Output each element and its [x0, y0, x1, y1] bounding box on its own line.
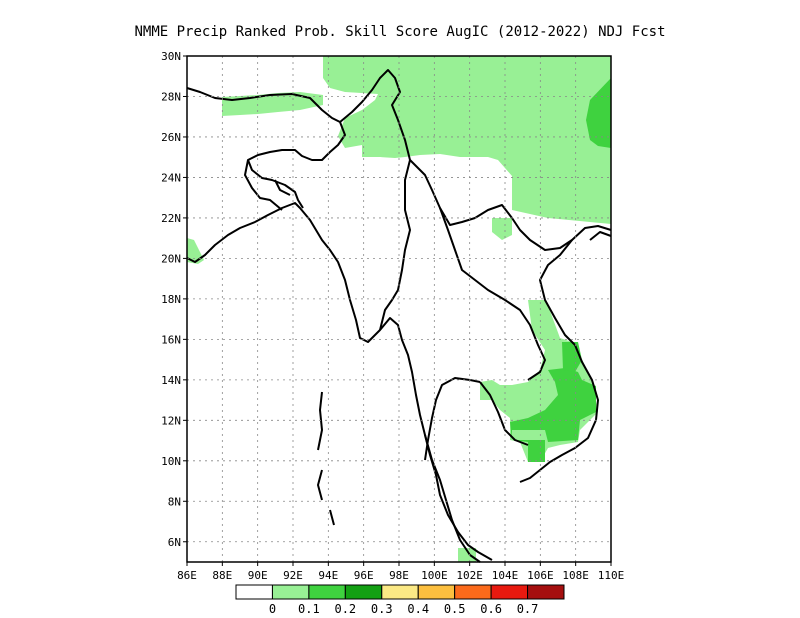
lat-tick-label: 20N	[161, 252, 181, 265]
lat-tick-label: 16N	[161, 333, 181, 346]
myanmar-thailand-border	[379, 159, 411, 331]
skill-region-south	[458, 548, 476, 562]
colorbar-swatch	[235, 584, 273, 600]
bay-of-bengal-coast	[186, 202, 493, 561]
colorbar-swatch	[308, 584, 346, 600]
colorbar-swatch	[271, 584, 310, 600]
colorbar-label: 0.4	[407, 602, 429, 616]
coastlines-and-borders	[186, 69, 612, 563]
lat-tick-label: 24N	[161, 171, 181, 184]
laos-thailand-border	[439, 207, 546, 381]
lat-tick-label: 26N	[161, 131, 181, 144]
skill-shading	[187, 56, 611, 562]
hainan-island	[589, 231, 612, 241]
lat-tick-label: 12N	[161, 414, 181, 427]
colorbar-label: 0.5	[444, 602, 466, 616]
gulf-of-thailand-coast	[424, 377, 529, 461]
lon-tick-label: 88E	[212, 569, 232, 582]
lat-tick-label: 10N	[161, 455, 181, 468]
lon-tick-label: 86E	[177, 569, 197, 582]
chart-title: NMME Precip Ranked Prob. Skill Score Aug…	[134, 24, 665, 40]
colorbar-label: 0.7	[517, 602, 539, 616]
lat-lon-grid	[187, 56, 611, 562]
india-border	[186, 87, 346, 211]
skill-region-china	[323, 56, 611, 224]
lon-tick-label: 110E	[598, 569, 625, 582]
map-plot-area: 86E 88E 90E 92E 94E 96E 98E 100E 102E 104E 106E 108…	[161, 50, 624, 582]
skill-region-sichuan-edge	[586, 78, 611, 148]
lon-tick-label: 92E	[283, 569, 303, 582]
lon-tick-label: 106E	[527, 569, 554, 582]
skill-region-thai-north	[492, 218, 512, 240]
colorbar-label: 0.1	[298, 602, 320, 616]
lon-tick-label: 90E	[248, 569, 268, 582]
colorbar-label: 0.6	[480, 602, 502, 616]
colorbar-swatch	[381, 584, 419, 600]
lon-tick-label: 94E	[318, 569, 338, 582]
colorbar-swatch	[490, 584, 529, 600]
lon-tick-label: 96E	[354, 569, 374, 582]
latitude-tick-labels: 6N 8N 10N 12N 14N 16N 18N 20N 22N 24N 26N 28N 30N	[161, 50, 187, 549]
malay-peninsula-coast	[424, 434, 481, 563]
lon-tick-label: 102E	[456, 569, 483, 582]
colorbar-swatch	[344, 584, 383, 600]
colorbar-label: 0.2	[334, 602, 356, 616]
lat-tick-label: 18N	[161, 293, 181, 306]
bangladesh-border	[247, 159, 304, 209]
colorbar-swatch	[417, 584, 456, 600]
colorbar: 0 0.1 0.2 0.3 0.4 0.5 0.6 0.7	[235, 584, 565, 616]
longitude-tick-labels: 86E 88E 90E 92E 94E 96E 98E 100E 102E 104E 106E 108…	[177, 562, 624, 582]
lat-tick-label: 28N	[161, 90, 181, 103]
skill-region-cambodia-core	[510, 368, 596, 462]
lon-tick-label: 104E	[492, 569, 519, 582]
lat-tick-label: 8N	[168, 495, 181, 508]
lat-tick-label: 6N	[168, 536, 181, 549]
lon-tick-label: 108E	[562, 569, 589, 582]
colorbar-swatch	[527, 584, 565, 600]
lon-tick-label: 100E	[421, 569, 448, 582]
colorbar-swatch	[454, 584, 492, 600]
lon-tick-label: 98E	[389, 569, 409, 582]
lat-tick-label: 14N	[161, 374, 181, 387]
lat-tick-label: 22N	[161, 212, 181, 225]
colorbar-label: 0	[269, 602, 276, 616]
colorbar-label: 0.3	[371, 602, 393, 616]
lat-tick-label: 30N	[161, 50, 181, 63]
